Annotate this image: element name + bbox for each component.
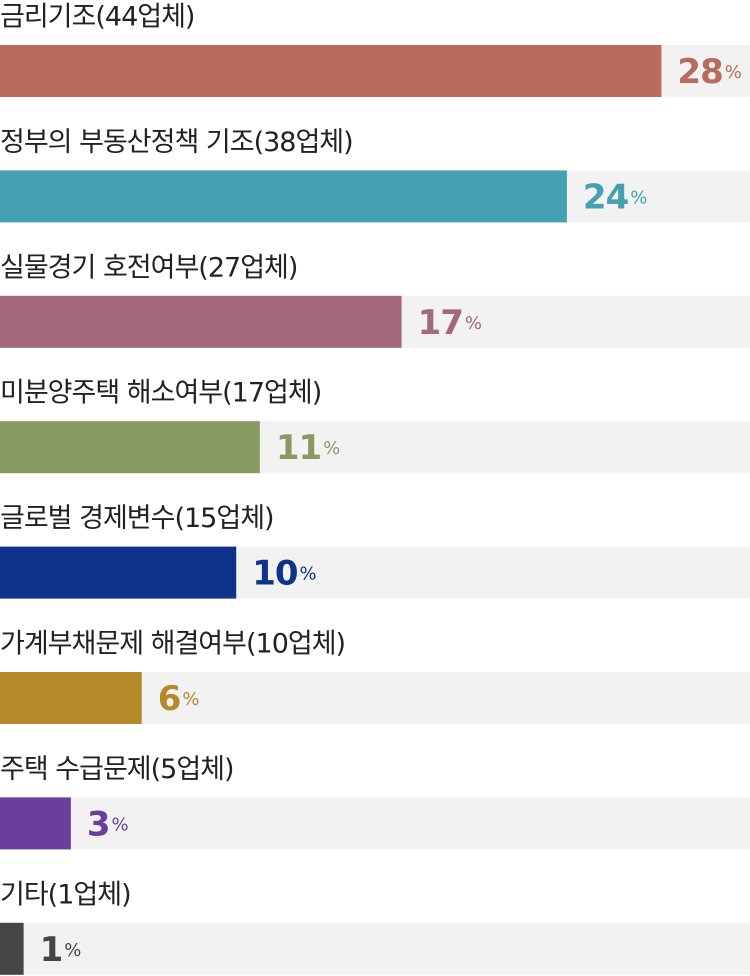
value-unit: % xyxy=(465,313,482,334)
bar xyxy=(0,421,260,474)
bar xyxy=(0,672,142,724)
bar xyxy=(0,295,402,348)
value-label: 3% xyxy=(87,804,129,844)
value-number: 1 xyxy=(40,929,63,969)
category-label: 주택 수급문제(5업체) xyxy=(0,754,234,785)
value-unit: % xyxy=(725,62,742,83)
bar-track xyxy=(0,922,750,975)
value-unit: % xyxy=(300,564,317,585)
category-label: 가계부채문제 해결여부(10업체) xyxy=(0,629,345,660)
value-number: 3 xyxy=(87,804,110,844)
bar-track xyxy=(0,797,750,850)
bar xyxy=(0,546,237,599)
bar xyxy=(0,797,71,850)
bar xyxy=(0,45,662,97)
value-label: 17% xyxy=(418,302,482,342)
bar xyxy=(0,922,24,975)
value-label: 11% xyxy=(276,428,340,468)
value-label: 28% xyxy=(677,52,741,92)
value-label: 1% xyxy=(40,929,82,969)
category-label: 금리기조(44업체) xyxy=(0,2,194,33)
category-label: 실물경기 호전여부(27업체) xyxy=(0,252,297,283)
value-number: 28 xyxy=(677,52,722,92)
value-number: 11 xyxy=(276,428,321,468)
value-unit: % xyxy=(630,187,647,208)
value-number: 10 xyxy=(252,553,298,593)
value-number: 6 xyxy=(158,679,181,719)
category-label: 정부의 부동산정책 기조(38업체) xyxy=(0,127,353,158)
bar xyxy=(0,170,567,223)
value-number: 17 xyxy=(418,302,463,342)
value-label: 10% xyxy=(252,553,316,593)
value-unit: % xyxy=(323,438,340,459)
value-label: 24% xyxy=(583,177,647,217)
category-label: 기타(1업체) xyxy=(0,879,131,910)
value-unit: % xyxy=(112,814,129,835)
value-number: 24 xyxy=(583,177,629,217)
value-unit: % xyxy=(182,689,199,710)
value-label: 6% xyxy=(158,679,200,719)
category-label: 글로벌 경제변수(15업체) xyxy=(0,503,274,534)
category-label: 미분양주택 해소여부(17업체) xyxy=(0,378,321,409)
value-unit: % xyxy=(64,940,81,961)
